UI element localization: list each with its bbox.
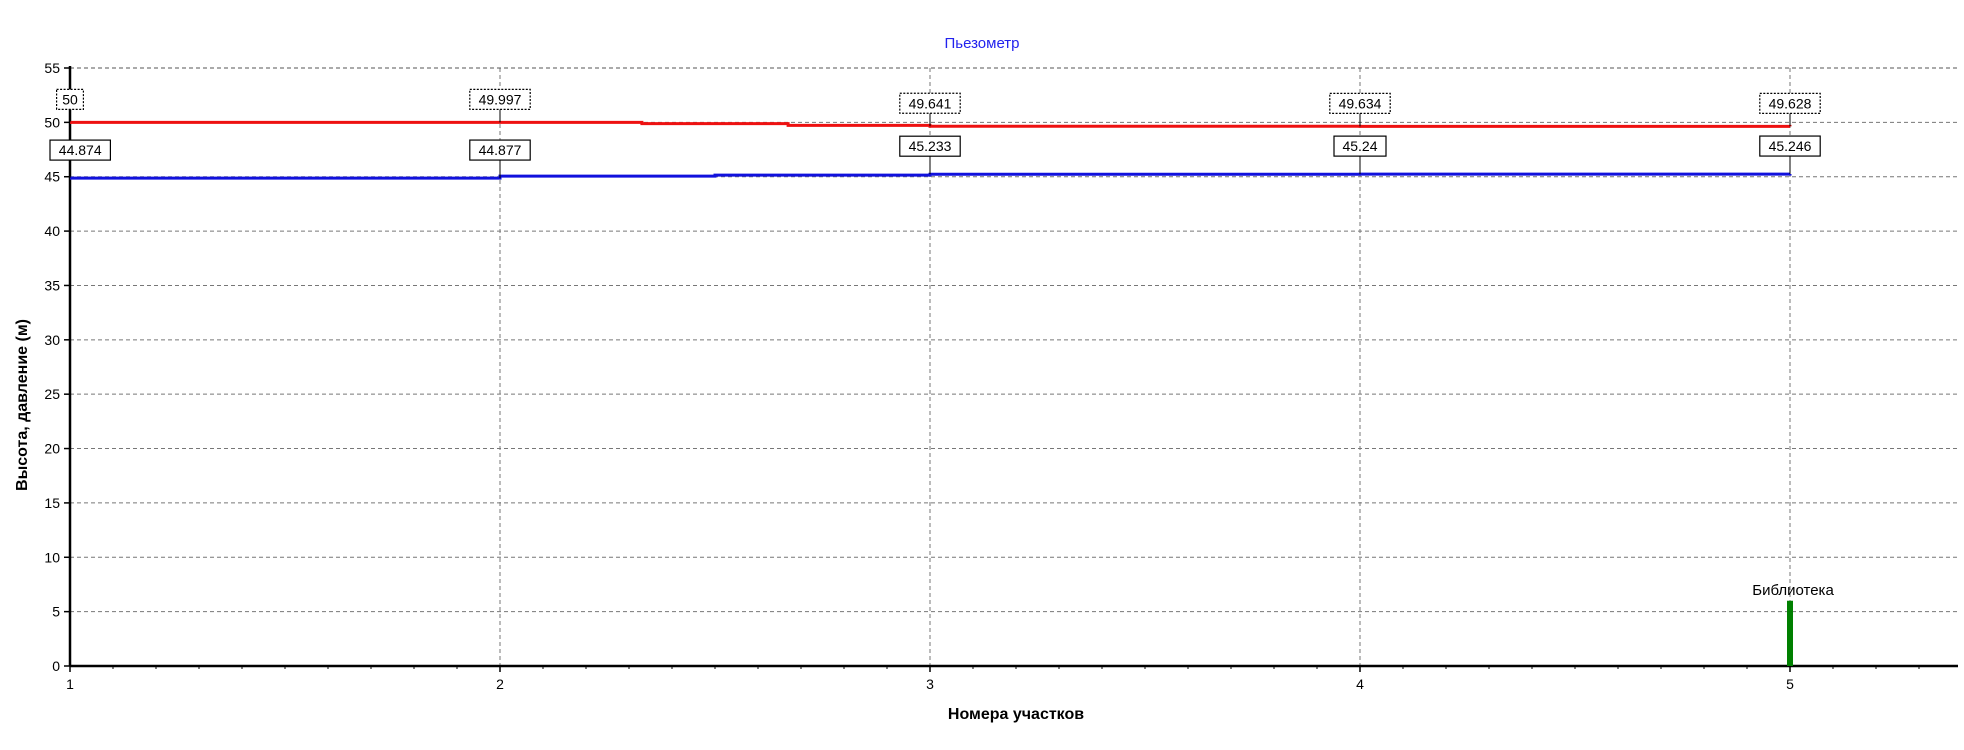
x-tick-label: 3	[926, 676, 934, 692]
value-label: 49.634	[1339, 95, 1382, 111]
x-tick-label: 5	[1786, 676, 1794, 692]
value-label-box	[899, 135, 961, 157]
chart-title: Пьезометр	[944, 35, 1019, 52]
series-line-2	[70, 172, 1792, 180]
value-label: 49.628	[1769, 95, 1812, 111]
y-tick-label: 55	[44, 60, 60, 76]
value-labels: 50 49.997 49.641 49.634 49.628 44.874 44.877 45…	[49, 88, 1821, 179]
value-label: 45.24	[1342, 138, 1377, 154]
value-label-box	[1333, 135, 1387, 157]
value-label-box	[469, 88, 531, 110]
value-label-box	[1759, 135, 1821, 157]
value-label-box	[1329, 92, 1391, 114]
marker-label: Библиотека	[1752, 582, 1834, 599]
y-tick-label: 5	[52, 604, 60, 620]
y-tick-label: 15	[44, 495, 60, 511]
y-tick-label: 25	[44, 386, 60, 402]
value-label: 45.246	[1769, 138, 1812, 154]
x-tick-label: 1	[66, 676, 74, 692]
y-tick-label: 20	[44, 441, 60, 457]
x-tick-label: 4	[1356, 676, 1364, 692]
value-label: 45.233	[909, 138, 952, 154]
y-tick-label: 50	[44, 114, 60, 130]
value-label: 49.641	[909, 95, 952, 111]
value-label-box	[55, 88, 84, 110]
markers: Библиотека	[1752, 582, 1834, 666]
value-label-box	[1759, 92, 1821, 115]
value-label-box	[899, 92, 961, 114]
y-tick-label: 0	[52, 658, 60, 674]
value-label-box	[469, 139, 531, 161]
value-label-box	[49, 139, 112, 161]
y-tick-label: 45	[44, 169, 60, 185]
y-tick-label: 10	[44, 549, 60, 565]
y-tick-label: 35	[44, 277, 60, 293]
y-axis-label: Высота, давление (м)	[14, 319, 31, 491]
x-tick-label: 2	[496, 676, 504, 692]
y-tick-label: 30	[44, 332, 60, 348]
value-label: 50	[62, 91, 78, 107]
grid	[70, 67, 1958, 666]
x-axis-label: Номера участков	[948, 706, 1084, 723]
value-label: 44.874	[59, 142, 102, 158]
y-tick-label: 40	[44, 223, 60, 239]
value-label: 44.877	[479, 142, 522, 158]
value-label: 49.997	[479, 91, 522, 107]
